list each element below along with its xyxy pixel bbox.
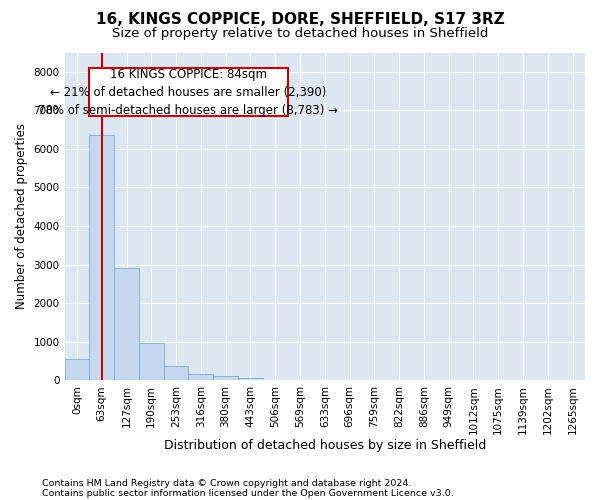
Text: Size of property relative to detached houses in Sheffield: Size of property relative to detached ho… xyxy=(112,28,488,40)
Y-axis label: Number of detached properties: Number of detached properties xyxy=(15,124,28,310)
Bar xyxy=(188,374,213,380)
Bar xyxy=(238,378,263,380)
Text: 16, KINGS COPPICE, DORE, SHEFFIELD, S17 3RZ: 16, KINGS COPPICE, DORE, SHEFFIELD, S17 … xyxy=(95,12,505,28)
Bar xyxy=(114,268,139,380)
Bar xyxy=(164,366,188,380)
X-axis label: Distribution of detached houses by size in Sheffield: Distribution of detached houses by size … xyxy=(164,440,486,452)
FancyBboxPatch shape xyxy=(89,68,287,116)
Bar xyxy=(139,344,164,380)
Text: Contains public sector information licensed under the Open Government Licence v3: Contains public sector information licen… xyxy=(42,488,454,498)
Bar xyxy=(213,376,238,380)
Text: 16 KINGS COPPICE: 84sqm
← 21% of detached houses are smaller (2,390)
78% of semi: 16 KINGS COPPICE: 84sqm ← 21% of detache… xyxy=(38,68,338,116)
Text: Contains HM Land Registry data © Crown copyright and database right 2024.: Contains HM Land Registry data © Crown c… xyxy=(42,478,412,488)
Bar xyxy=(65,359,89,380)
Bar xyxy=(89,136,114,380)
